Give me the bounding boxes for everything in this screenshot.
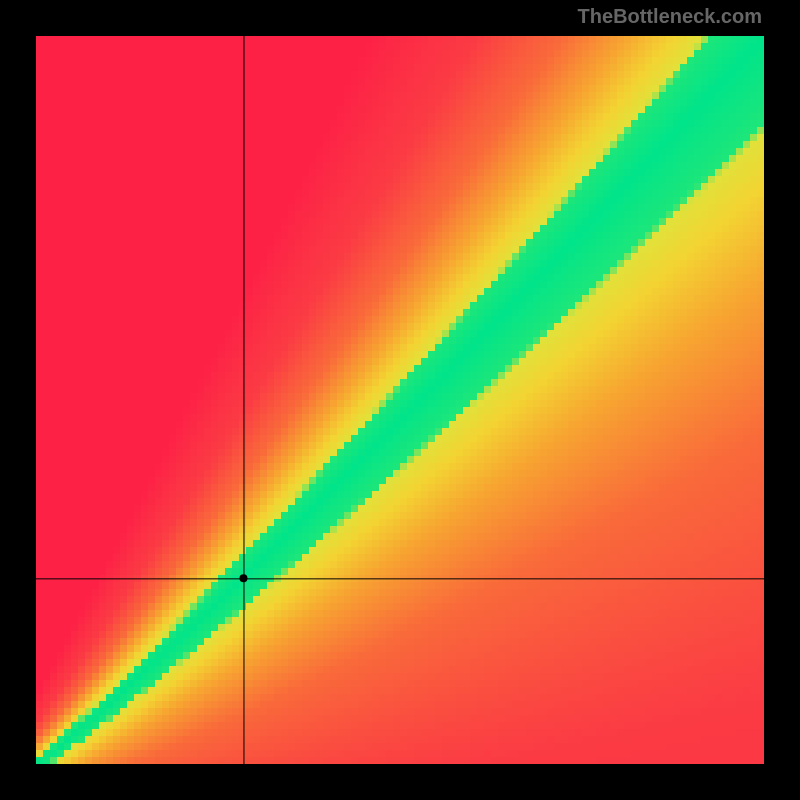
chart-container: TheBottleneck.com	[0, 0, 800, 800]
plot-area	[36, 36, 764, 764]
heatmap-canvas	[36, 36, 764, 764]
watermark-label: TheBottleneck.com	[578, 6, 762, 29]
